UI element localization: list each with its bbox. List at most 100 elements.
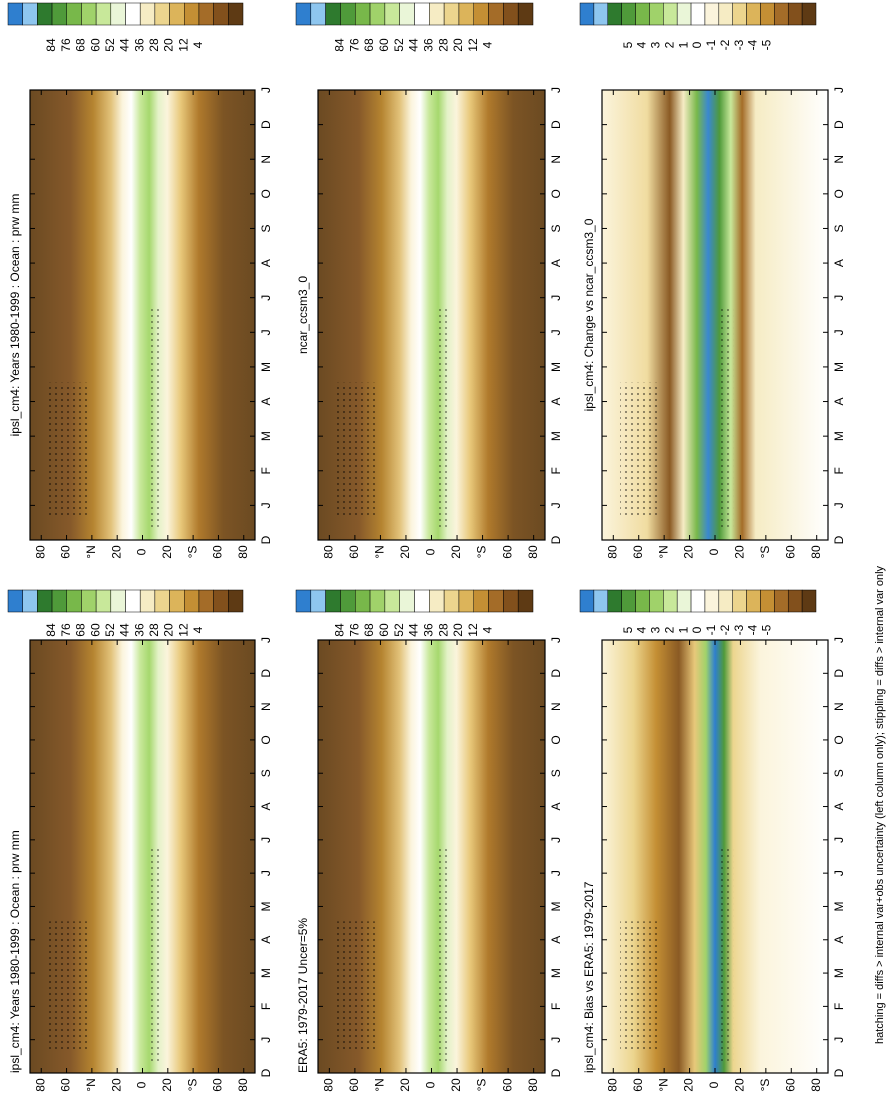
colorbar-swatch <box>228 2 244 26</box>
stippling <box>436 847 450 1065</box>
month-label: A <box>832 259 846 267</box>
month-label: F <box>549 467 563 474</box>
month-label: A <box>259 259 273 267</box>
colorbar-swatch <box>593 589 609 613</box>
lat-label: 60 <box>631 1078 645 1092</box>
colorbar-swatch <box>184 2 200 26</box>
colorbar-label: -1 <box>704 624 718 635</box>
colorbar-swatch <box>125 589 141 613</box>
colorbar-label: 84 <box>44 38 58 52</box>
lat-label: 80 <box>526 545 540 559</box>
month-label: D <box>259 535 273 544</box>
month-label: A <box>832 936 846 944</box>
lat-label: °N <box>373 545 387 558</box>
colorbar-label: 1 <box>676 626 690 633</box>
month-label: M <box>832 901 846 911</box>
colorbar-label: 44 <box>407 623 421 637</box>
colorbar-label: 20 <box>162 623 176 637</box>
lat-label: 80 <box>605 545 619 559</box>
lat-label: 80 <box>33 1078 47 1092</box>
colorbar-swatch <box>690 2 706 26</box>
colorbar-swatch <box>593 2 609 26</box>
month-label: J <box>259 1037 273 1043</box>
colorbar-label: 84 <box>44 623 58 637</box>
month-label: S <box>549 224 563 232</box>
colorbar-swatch <box>154 589 170 613</box>
colorbar-swatch <box>746 2 761 26</box>
lat-label: 60 <box>347 545 361 559</box>
colorbar-label: 0 <box>690 41 704 48</box>
colorbar-swatch <box>184 589 200 613</box>
month-label: J <box>259 502 273 508</box>
colorbar-label: 44 <box>118 623 132 637</box>
colorbar-label: 4 <box>481 41 495 48</box>
month-label: M <box>259 431 273 441</box>
colorbar-swatch <box>81 589 97 613</box>
month-label: J <box>549 870 563 876</box>
colorbar-swatch <box>621 2 636 26</box>
colorbar-swatch <box>458 589 474 613</box>
colorbar-swatch <box>340 2 356 26</box>
month-label: J <box>549 502 563 508</box>
colorbar-swatch <box>198 589 214 613</box>
month-label: J <box>832 295 846 301</box>
lat-label: 0 <box>424 548 438 555</box>
colorbar-swatch <box>95 589 112 613</box>
colorbar-swatch <box>704 589 720 613</box>
month-label: M <box>259 968 273 978</box>
colorbar-label: -5 <box>760 624 774 635</box>
stippling <box>48 921 89 1052</box>
lat-label: °N <box>656 1078 670 1091</box>
lat-label: 20 <box>449 545 463 559</box>
colorbar-swatch <box>355 589 371 613</box>
month-label: O <box>259 189 273 198</box>
stippling <box>620 921 661 1052</box>
colorbar-label: 84 <box>333 623 347 637</box>
colorbar-swatch <box>704 2 720 26</box>
colorbar-swatch <box>718 2 733 26</box>
colorbar-label: 28 <box>147 38 161 52</box>
colorbar-label: 20 <box>162 38 176 52</box>
month-label: M <box>549 362 563 372</box>
colorbar-label: 76 <box>347 38 361 52</box>
lat-label: °S <box>185 546 199 559</box>
colorbar-label: -3 <box>732 624 746 635</box>
month-label: D <box>259 1068 273 1077</box>
colorbar-swatch <box>443 2 460 26</box>
lat-label: 80 <box>605 1078 619 1092</box>
month-label: J <box>832 502 846 508</box>
colorbar-label: 4 <box>191 41 205 48</box>
colorbar-label: 36 <box>132 623 146 637</box>
lat-label: °S <box>758 1079 772 1092</box>
lat-label: 20 <box>160 1078 174 1092</box>
month-label: M <box>259 362 273 372</box>
colorbar-swatch <box>473 589 489 613</box>
month-label: S <box>832 224 846 232</box>
month-label: N <box>549 702 563 711</box>
colorbar-swatch <box>746 589 761 613</box>
lat-label: 0 <box>707 548 721 555</box>
lat-label: 80 <box>322 1078 336 1092</box>
colorbar-label: 28 <box>436 623 450 637</box>
colorbar-label: 12 <box>176 38 190 52</box>
panel-title: ipsl_cm4: Change vs ncar_ccsm3_0 <box>582 218 596 411</box>
month-label: M <box>549 901 563 911</box>
month-label: N <box>549 155 563 164</box>
colorbar-label: 2 <box>662 626 676 633</box>
colorbar-swatch <box>473 2 489 26</box>
month-label: D <box>549 669 563 678</box>
colorbar-label: 84 <box>333 38 347 52</box>
colorbar-swatch <box>295 589 312 613</box>
month-label: D <box>832 120 846 129</box>
colorbar-label: 28 <box>147 623 161 637</box>
lat-label: 60 <box>347 1078 361 1092</box>
month-label: J <box>549 295 563 301</box>
colorbar-swatch <box>384 2 400 26</box>
colorbar-swatch <box>649 589 664 613</box>
colorbar-label: 52 <box>392 38 406 52</box>
colorbar-swatch <box>414 589 430 613</box>
lat-label: 20 <box>682 545 696 559</box>
month-label: J <box>832 870 846 876</box>
colorbar-label: 3 <box>649 626 663 633</box>
